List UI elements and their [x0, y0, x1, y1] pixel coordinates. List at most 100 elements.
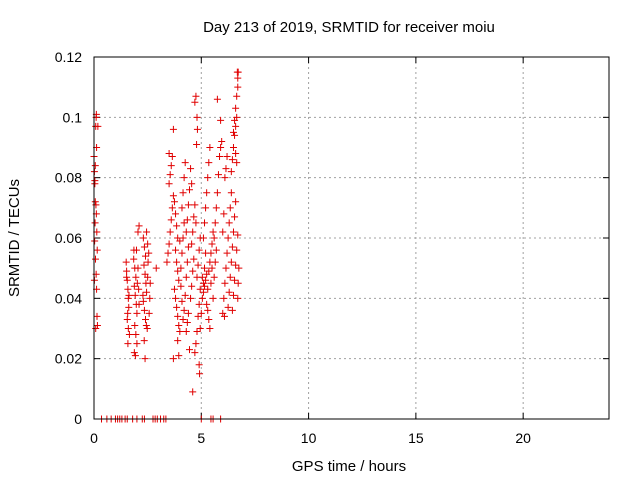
data-point: [146, 294, 154, 302]
data-point: [196, 285, 204, 293]
data-point: [124, 285, 132, 293]
data-point: [132, 246, 140, 254]
data-point: [218, 137, 226, 145]
data-point: [143, 325, 151, 332]
data-point: [188, 282, 196, 290]
y-tick-label: 0.08: [55, 170, 82, 186]
data-point: [180, 174, 188, 182]
data-point: [193, 113, 201, 121]
data-point: [204, 285, 212, 293]
data-point: [207, 279, 215, 287]
data-point: [222, 264, 230, 272]
data-point: [144, 258, 152, 266]
data-point: [226, 273, 234, 281]
data-point: [166, 228, 174, 236]
data-point: [211, 258, 219, 266]
data-point: [220, 210, 228, 218]
data-point: [135, 285, 143, 293]
data-point: [184, 243, 192, 251]
data-point: [217, 116, 225, 124]
data-point: [131, 321, 139, 329]
data-point: [183, 258, 191, 266]
data-point: [93, 246, 101, 254]
data-point: [123, 267, 131, 275]
data-point: [125, 303, 133, 311]
data-point: [206, 144, 214, 151]
data-point: [212, 246, 220, 254]
data-point: [177, 264, 185, 272]
data-point: [175, 276, 183, 284]
data-point: [203, 300, 211, 308]
data-point: [140, 261, 148, 269]
data-point: [140, 306, 148, 314]
data-point: [233, 159, 241, 167]
data-point: [145, 249, 153, 257]
data-point: [174, 267, 182, 275]
data-point: [213, 189, 221, 197]
data-point: [187, 294, 195, 302]
data-point: [131, 352, 139, 360]
data-point: [166, 171, 174, 179]
data-point: [179, 189, 187, 197]
chart-title: Day 213 of 2019, SRMTID for receiver moi…: [203, 19, 495, 36]
plot-frame: [93, 56, 610, 420]
grid-lines: [94, 57, 609, 419]
data-point: [192, 92, 200, 100]
data-point: [232, 261, 240, 269]
data-point: [227, 189, 235, 197]
data-point: [199, 288, 207, 296]
data-point: [202, 276, 210, 284]
data-point: [185, 346, 193, 354]
data-point: [181, 159, 189, 167]
data-point: [175, 321, 183, 329]
data-point: [145, 309, 153, 317]
x-tick-label: 0: [90, 430, 98, 446]
data-point: [195, 246, 203, 254]
data-point: [183, 216, 191, 224]
data-point: [193, 328, 201, 336]
data-point: [144, 273, 152, 281]
y-tick-label: 0.04: [55, 290, 82, 306]
data-point: [205, 159, 213, 167]
data-point: [234, 279, 242, 287]
data-point: [195, 300, 203, 308]
data-point: [196, 325, 204, 332]
data-point: [189, 267, 197, 275]
data-point: [125, 331, 133, 339]
data-point: [169, 355, 177, 363]
data-point: [169, 192, 177, 200]
data-point: [208, 240, 216, 248]
data-point: [174, 312, 182, 320]
data-point: [198, 294, 206, 302]
data-point: [232, 150, 240, 158]
data-point: [211, 219, 219, 227]
data-point: [180, 306, 188, 314]
data-point: [172, 294, 180, 302]
data-point: [130, 349, 138, 357]
data-point: [176, 328, 184, 336]
data-point: [224, 234, 232, 242]
data-point: [124, 325, 132, 332]
data-point: [228, 156, 236, 164]
data-point: [191, 201, 199, 209]
data-point: [222, 165, 230, 173]
data-point: [91, 162, 99, 170]
x-tick-label: 15: [408, 430, 424, 446]
data-point: [225, 219, 233, 227]
data-point: [164, 249, 172, 257]
data-point: [144, 240, 152, 248]
data-point: [229, 128, 237, 136]
data-point: [219, 228, 227, 236]
data-point: [210, 273, 218, 281]
data-point: [228, 243, 236, 251]
data-point: [168, 204, 176, 212]
data-point: [189, 228, 197, 236]
data-point: [122, 258, 130, 266]
data-point: [124, 294, 132, 302]
y-axis-label: SRMTID / TECUs: [6, 179, 23, 297]
data-point: [167, 216, 175, 224]
data-point: [208, 264, 216, 272]
data-point: [185, 186, 193, 194]
data-point: [229, 291, 237, 299]
data-point: [204, 174, 212, 182]
